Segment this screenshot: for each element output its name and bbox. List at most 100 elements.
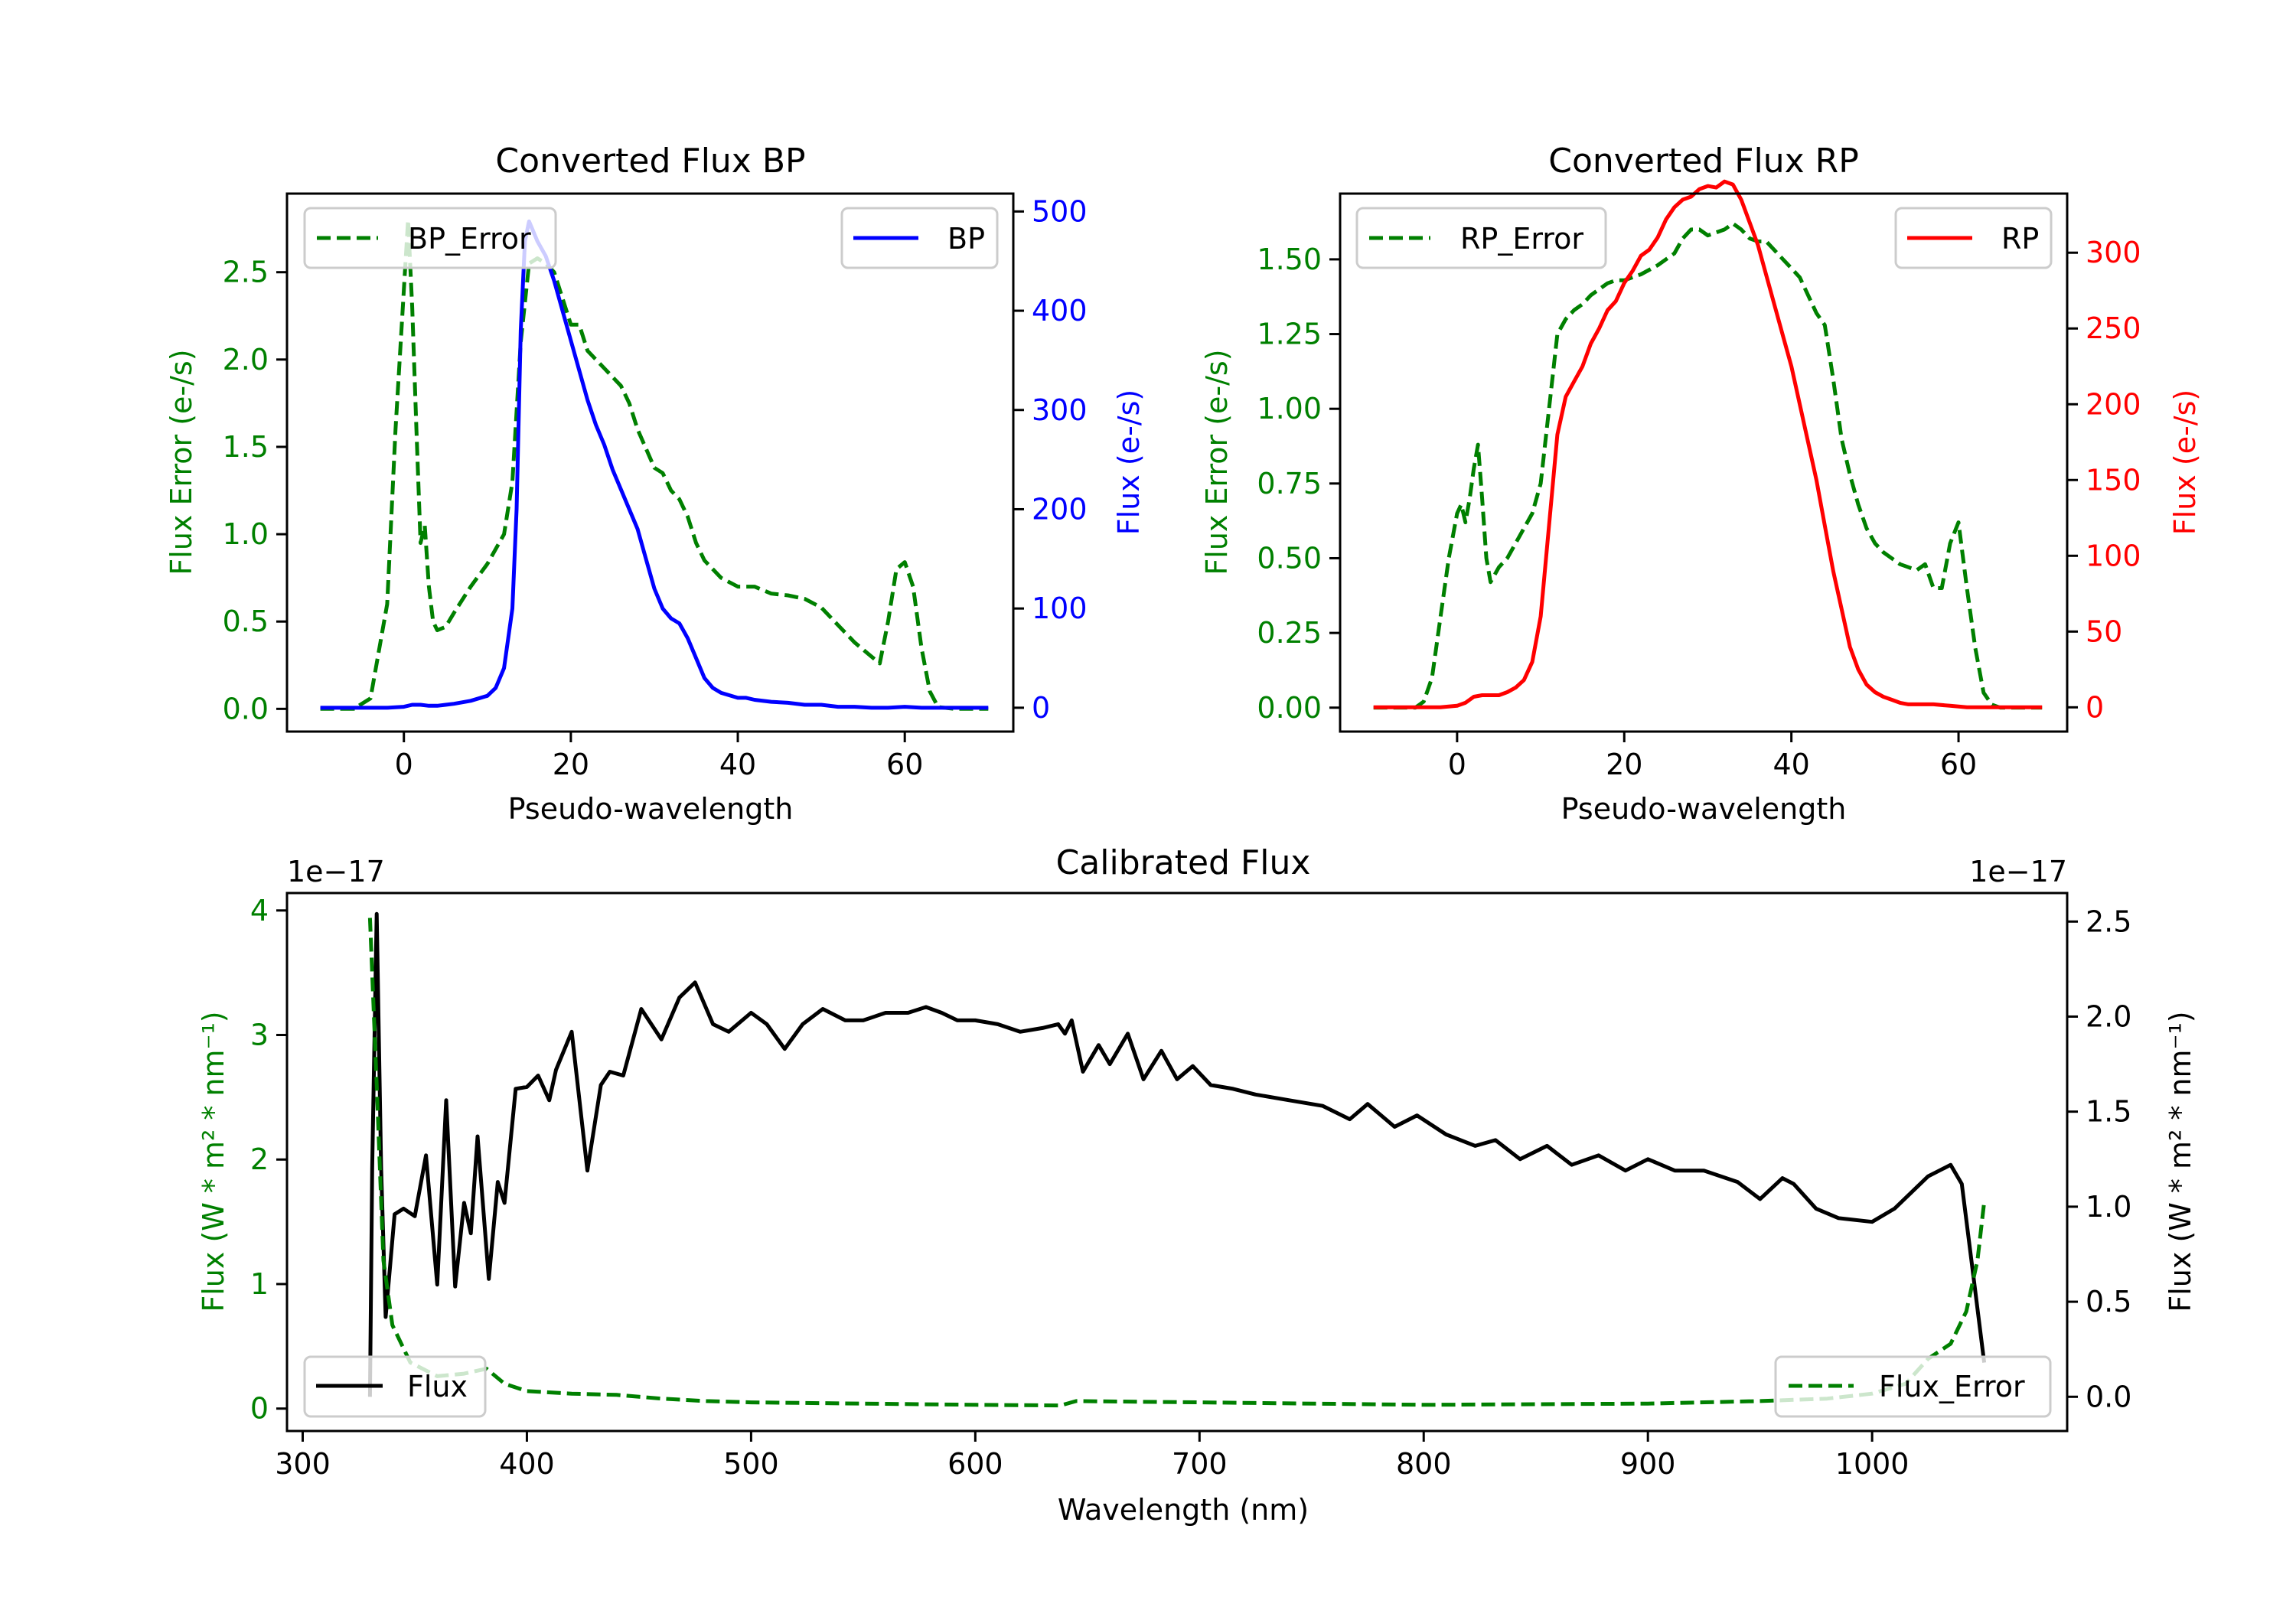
left-y-tick-label: 0.25 <box>1257 616 1322 650</box>
legend-label-error: BP_Error <box>408 222 531 256</box>
legend-left: RP_Error <box>1355 207 1607 269</box>
right-y-tick-label: 0 <box>1032 691 1050 725</box>
x-tick-label: 20 <box>1606 748 1642 781</box>
x-axis-label: Wavelength (nm) <box>1058 1493 1309 1527</box>
legend-label-error: Flux_Error <box>1879 1370 2025 1403</box>
x-tick-label: 20 <box>553 748 589 781</box>
right-y-tick-label: 200 <box>1032 492 1088 526</box>
x-tick-label: 400 <box>499 1447 555 1481</box>
x-tick-label: 0 <box>1448 748 1466 781</box>
axes-frame <box>285 892 2069 1433</box>
left-y-tick-label: 0.00 <box>1257 691 1322 725</box>
right-y-axis-label: Flux (W * m² * nm⁻¹) <box>2164 1011 2197 1312</box>
legend-left: Flux <box>303 1355 487 1418</box>
left-y-axis-ticks: 0 1 2 3 4 <box>250 894 287 1426</box>
series-line-bp <box>320 219 989 710</box>
right-y-tick-label: 150 <box>2086 463 2141 497</box>
right-y-tick-label: 2.0 <box>2086 999 2131 1033</box>
right-y-tick-label: 300 <box>1032 393 1088 427</box>
right-y-tick-label: 500 <box>1032 194 1088 228</box>
left-y-tick-label: 0 <box>250 1392 269 1426</box>
x-tick-label: 600 <box>947 1447 1003 1481</box>
x-axis-label: Pseudo-wavelength <box>508 792 794 826</box>
panel-bp: Converted Flux BP 0 20 40 60 0.0 0.5 1.0 1.5 2.… <box>165 142 1146 826</box>
legend-right: BP <box>840 207 999 269</box>
right-y-tick-label: 1.0 <box>2086 1190 2131 1224</box>
right-y-axis-ticks: 0.0 0.5 1.0 1.5 2.0 2.5 <box>2067 905 2131 1413</box>
legend-label-error: RP_Error <box>1460 222 1583 256</box>
x-tick-label: 500 <box>723 1447 779 1481</box>
right-y-axis-label: Flux (e-/s) <box>2168 390 2202 535</box>
right-offset-label: 1e−17 <box>1969 855 2067 888</box>
left-y-tick-label: 3 <box>250 1019 269 1052</box>
left-y-axis-label: Flux (W * m² * nm⁻¹) <box>197 1011 230 1312</box>
series-line-rp-error <box>1373 221 2043 710</box>
left-y-tick-label: 0.75 <box>1257 467 1322 500</box>
x-axis-ticks: 0 20 40 60 <box>395 732 923 781</box>
legend-left: BP_Error <box>303 207 557 269</box>
left-y-tick-label: 0.50 <box>1257 541 1322 575</box>
x-tick-label: 40 <box>1773 748 1809 781</box>
left-y-tick-label: 0.0 <box>223 692 269 725</box>
x-tick-label: 700 <box>1172 1447 1228 1481</box>
right-y-tick-label: 400 <box>1032 294 1088 328</box>
right-y-tick-label: 1.5 <box>2086 1095 2131 1129</box>
x-tick-label: 60 <box>886 748 923 781</box>
chart-title: Calibrated Flux <box>1056 843 1311 882</box>
x-axis-ticks: 300 400 500 600 700 800 900 1000 <box>275 1431 1909 1481</box>
left-offset-label: 1e−17 <box>287 855 385 888</box>
left-y-axis-ticks: 0.00 0.25 0.50 0.75 1.00 1.25 1.50 <box>1257 243 1340 725</box>
left-y-tick-label: 0.5 <box>223 605 269 638</box>
left-y-tick-label: 1 <box>250 1267 269 1301</box>
right-y-tick-label: 50 <box>2086 614 2122 648</box>
x-tick-label: 1000 <box>1835 1447 1910 1481</box>
x-tick-label: 60 <box>1940 748 1977 781</box>
left-y-tick-label: 1.00 <box>1257 392 1322 425</box>
legend-label-flux: Flux <box>407 1370 468 1403</box>
axes-frame <box>285 192 1015 733</box>
left-y-axis-label: Flux Error (e-/s) <box>165 349 198 575</box>
left-y-tick-label: 4 <box>250 894 269 927</box>
x-tick-label: 40 <box>719 748 756 781</box>
right-y-axis-ticks: 0 50 100 150 200 250 300 <box>2067 236 2141 724</box>
axes-frame <box>1339 192 2069 733</box>
left-y-tick-label: 1.5 <box>223 430 269 464</box>
right-y-tick-label: 100 <box>1032 592 1088 625</box>
panel-rp: Converted Flux RP 0 20 40 60 0.000.250.500.… <box>1200 142 2202 826</box>
series-line-flux <box>367 911 1987 1397</box>
plot-area <box>320 217 989 711</box>
right-y-tick-label: 200 <box>2086 387 2141 421</box>
left-y-tick-label: 1.50 <box>1257 243 1322 276</box>
legend-right: RP <box>1894 207 2053 269</box>
right-y-tick-label: 2.5 <box>2086 905 2131 938</box>
series-line-rp <box>1373 179 2043 709</box>
left-y-tick-label: 1.25 <box>1257 318 1322 351</box>
legend-label-flux: BP <box>947 222 985 256</box>
right-y-tick-label: 300 <box>2086 236 2141 269</box>
chart-title: Converted Flux RP <box>1548 142 1859 181</box>
left-y-axis-ticks: 0.0 0.5 1.0 1.5 2.0 2.5 <box>223 256 287 725</box>
left-y-tick-label: 2.5 <box>223 256 269 289</box>
plot-area <box>367 911 1987 1408</box>
right-y-tick-label: 250 <box>2086 311 2141 345</box>
x-axis-ticks: 0 20 40 60 <box>1448 732 1977 781</box>
left-y-tick-label: 2.0 <box>223 343 269 376</box>
series-line-flux-error <box>367 918 1987 1408</box>
right-y-tick-label: 0.0 <box>2086 1380 2131 1413</box>
legend-label-flux: RP <box>2001 222 2039 256</box>
left-y-tick-label: 2 <box>250 1143 269 1176</box>
x-tick-label: 0 <box>395 748 413 781</box>
chart-title: Converted Flux BP <box>495 142 805 181</box>
right-y-tick-label: 100 <box>2086 539 2141 572</box>
left-y-tick-label: 1.0 <box>223 517 269 551</box>
x-tick-label: 800 <box>1396 1447 1452 1481</box>
right-y-axis-ticks: 0 100 200 300 400 500 <box>1013 194 1088 725</box>
x-tick-label: 900 <box>1620 1447 1676 1481</box>
right-y-tick-label: 0.5 <box>2086 1285 2131 1319</box>
right-y-tick-label: 0 <box>2086 690 2104 724</box>
plot-area <box>1373 179 2043 710</box>
legend-right: Flux_Error <box>1774 1355 2052 1418</box>
series-line-bp-error <box>320 217 989 711</box>
x-tick-label: 300 <box>275 1447 331 1481</box>
